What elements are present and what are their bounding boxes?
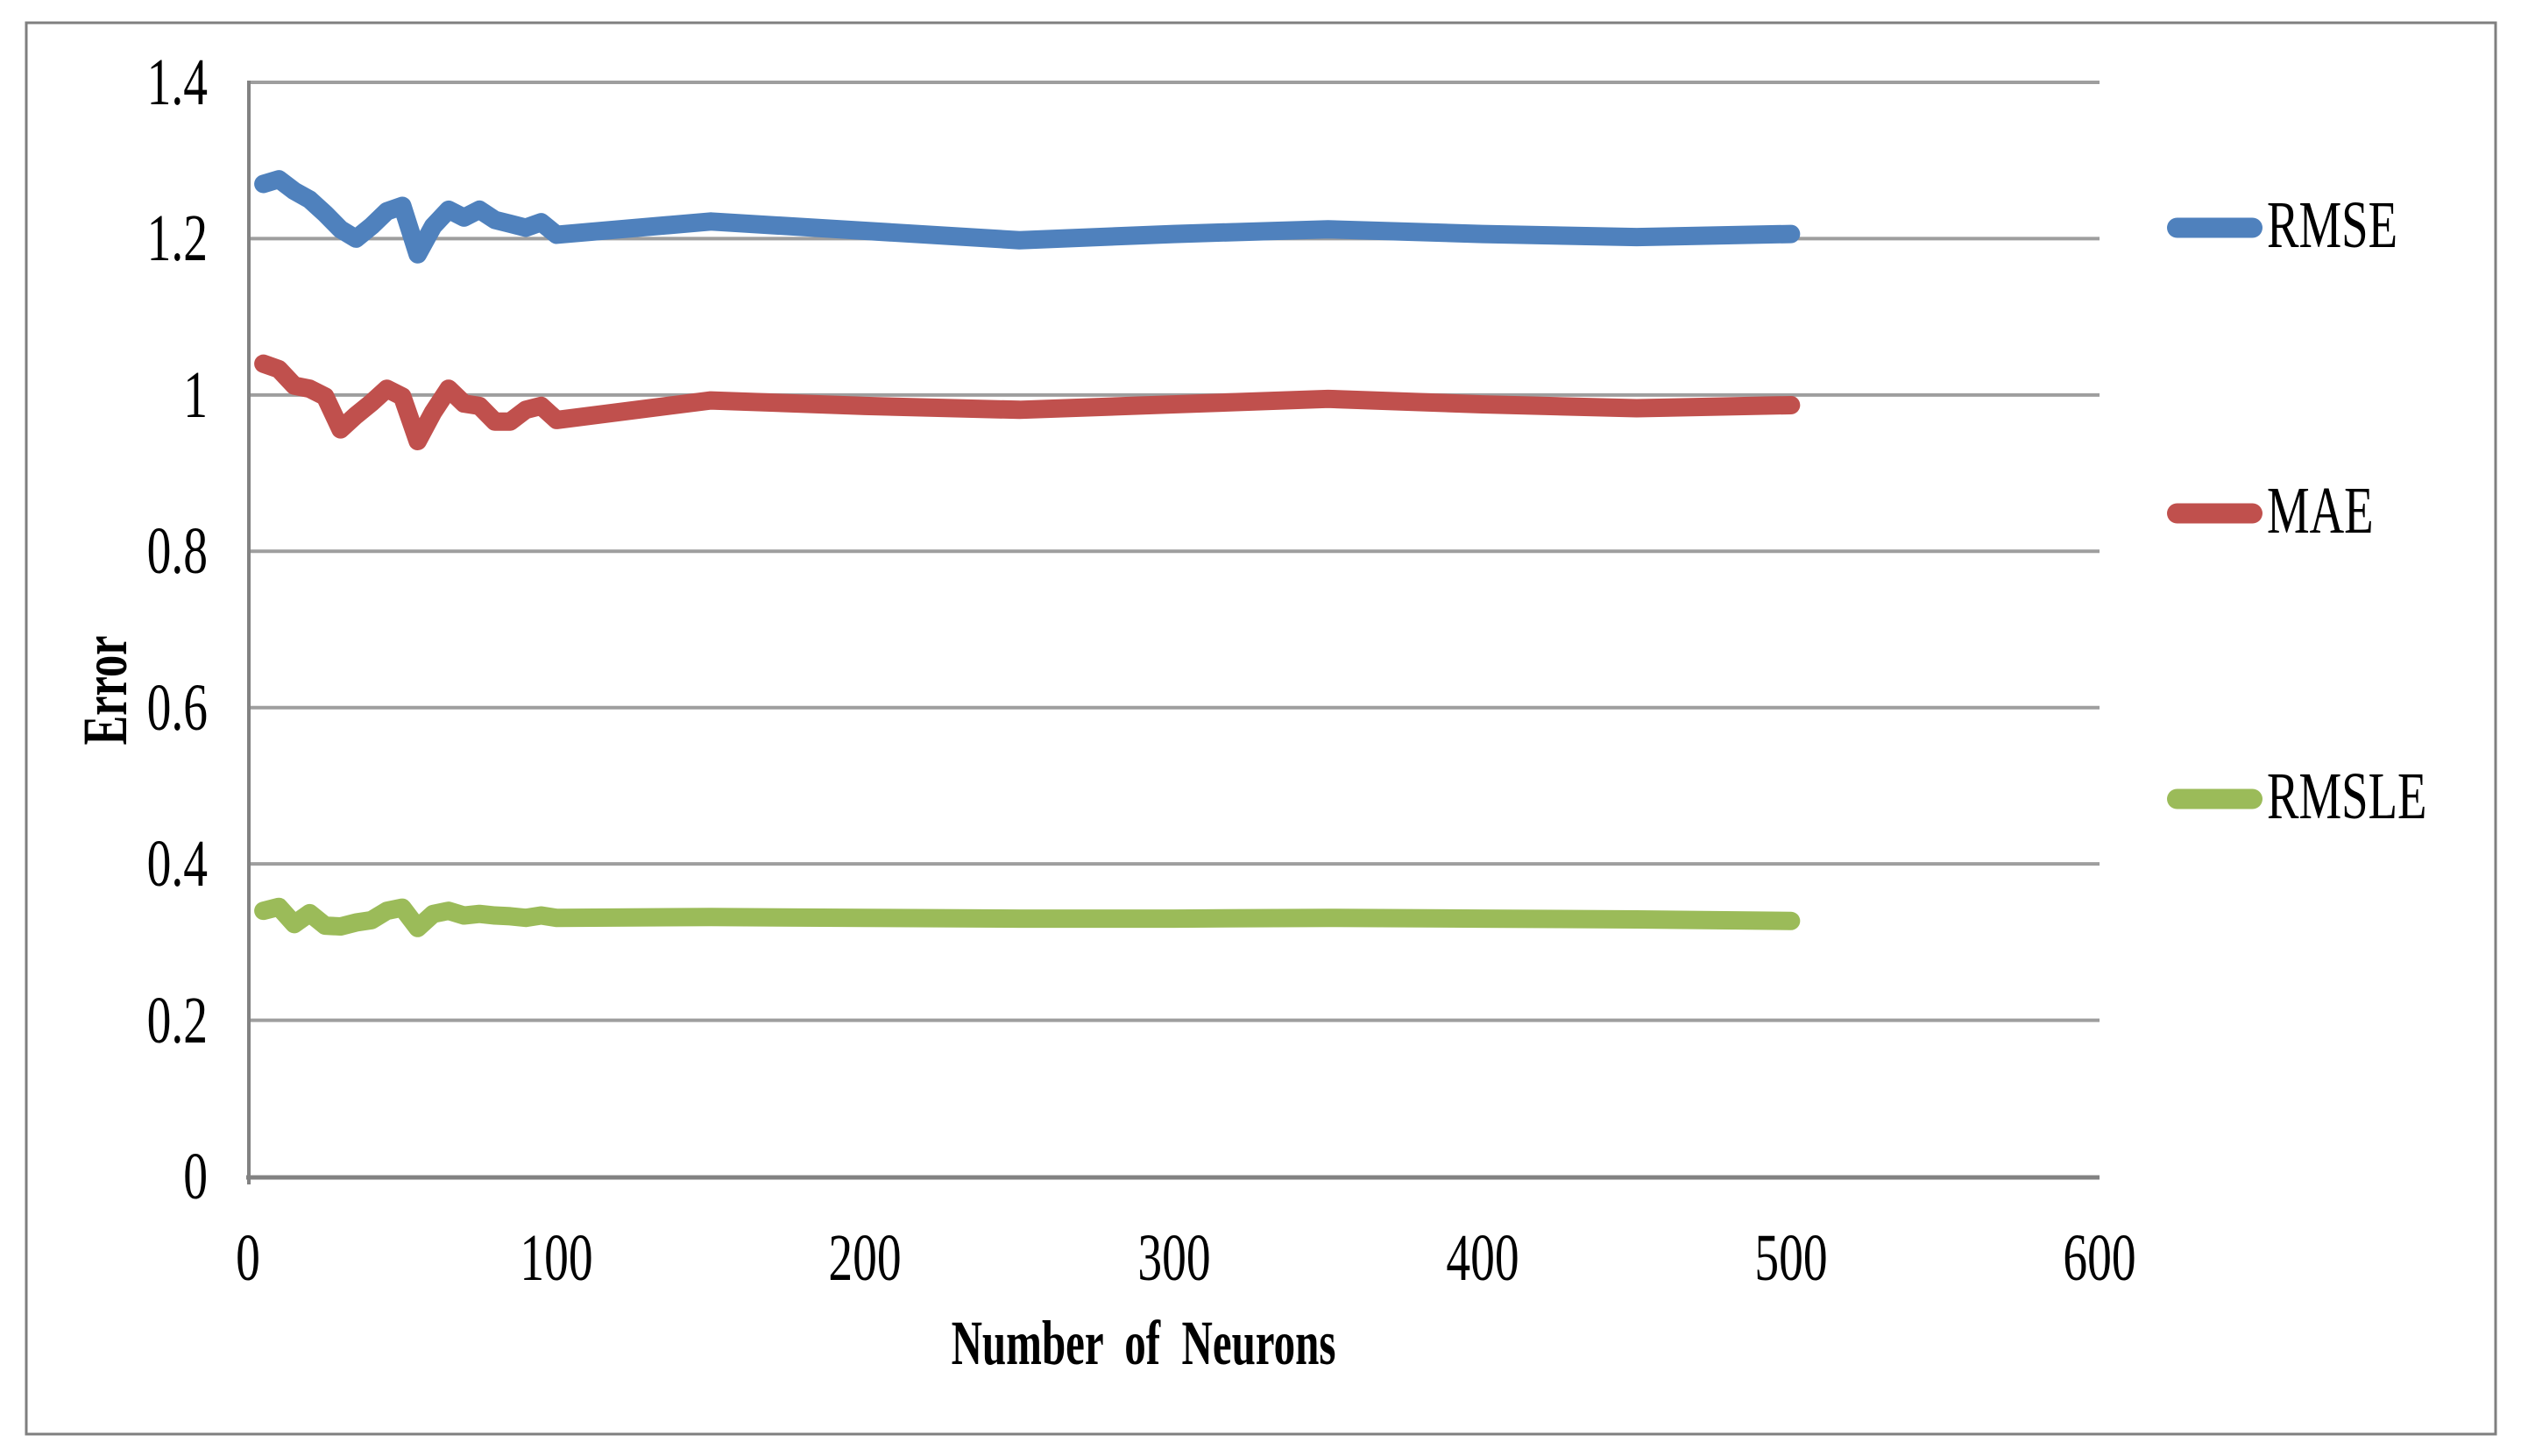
series-line-rmsle — [254, 897, 1801, 937]
figure-border — [25, 21, 2497, 1436]
series-line-rmse — [254, 170, 1801, 264]
series-line-mae — [254, 354, 1801, 450]
